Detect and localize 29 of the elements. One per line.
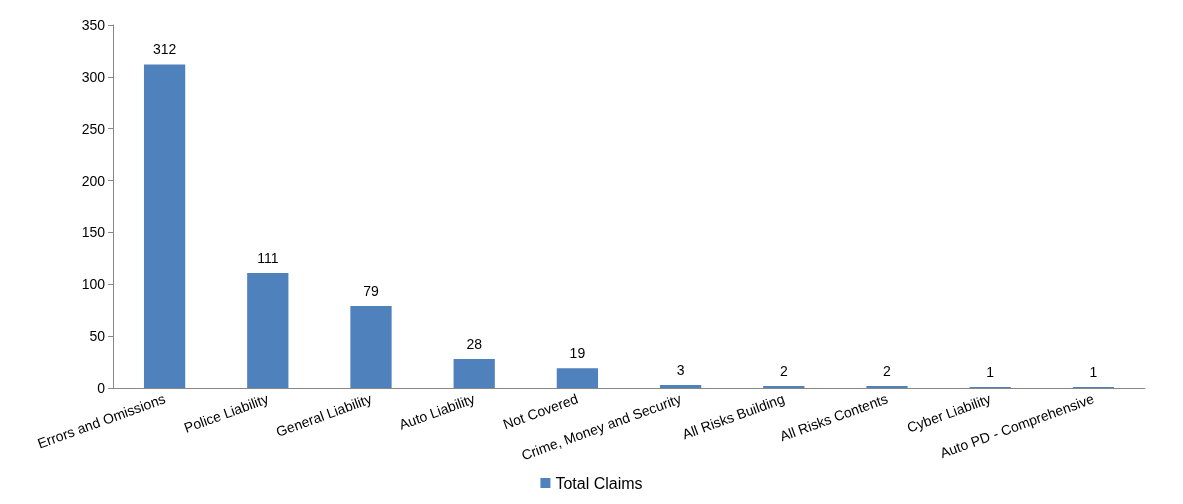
y-tick-label: 250	[81, 120, 106, 137]
data-label: 79	[363, 283, 379, 300]
y-tick-label: 300	[81, 68, 106, 85]
y-tick-label: 0	[97, 380, 106, 396]
data-label: 3	[676, 361, 685, 378]
y-tick-label: 100	[81, 276, 106, 293]
data-label: 28	[466, 335, 483, 352]
bar	[453, 358, 495, 388]
y-tick-label: 150	[81, 224, 106, 241]
bar	[659, 384, 702, 388]
bar	[143, 64, 186, 388]
bar	[763, 385, 805, 388]
data-label: 1	[1089, 363, 1098, 380]
data-label: 2	[779, 362, 788, 379]
legend-label: Total Claims	[555, 474, 643, 492]
y-tick-label: 50	[89, 328, 106, 345]
bar	[247, 272, 289, 388]
x-tick-label: Police Liability	[181, 390, 271, 436]
bar	[556, 368, 599, 388]
bar	[866, 385, 908, 388]
data-label: 312	[152, 41, 177, 58]
bar	[350, 306, 392, 388]
data-label: 19	[569, 345, 586, 362]
data-label: 2	[883, 362, 892, 379]
data-label: 1	[986, 363, 995, 380]
y-tick-label: 200	[81, 172, 106, 189]
data-label: 111	[257, 249, 279, 266]
x-tick-label: Auto Liability	[396, 390, 477, 433]
y-tick-label: 350	[81, 17, 106, 33]
